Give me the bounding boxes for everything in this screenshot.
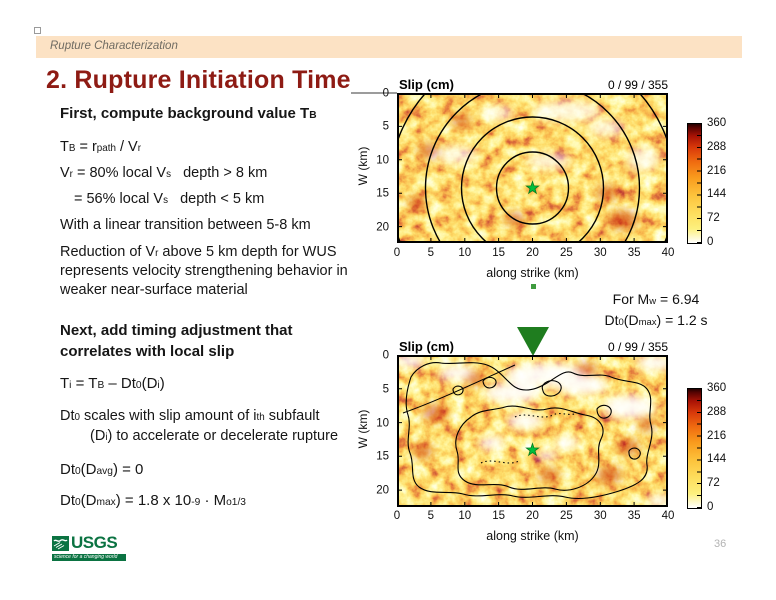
bottom-chart-minmax-label: 0 / 99 / 355: [607, 340, 668, 354]
top-chart-xtick-labels: 0 5 10 15 20 25 30 35 40: [393, 247, 675, 259]
axis-ticks: [397, 355, 668, 507]
equation-dt0-dmax: Dt0(Dmax) = 1.8 x 10-9 · Mo1/3: [60, 492, 246, 509]
timing-adjustment-block: Next, add timing adjustment that correla…: [60, 320, 390, 509]
plot-border: [397, 93, 668, 243]
magnitude-note: For Mw = 6.94 Dt0(Dmax) = 1.2 s: [604, 291, 708, 328]
page-number: 36: [714, 538, 727, 550]
page-title: 2. Rupture Initiation Time: [46, 66, 351, 94]
slide-accent-square: [34, 27, 41, 34]
top-slip-heatmap-canvas: [397, 93, 668, 243]
top-chart-minmax-label: 0 / 99 / 355: [607, 78, 668, 92]
equation-vr-shallow: = 56% local Vs depth < 5 km: [74, 191, 265, 207]
green-dot-marker: [531, 284, 536, 289]
top-colorbar-ticks: [697, 124, 701, 243]
bottom-chart-ytick-labels: 0 5 10 15 20: [376, 349, 389, 497]
dt0-scaling-paragraph: Dt0 scales with slip amount of ith subfa…: [60, 408, 339, 444]
top-chart-ytick-labels: 0 5 10 15 20: [376, 87, 389, 234]
top-slip-heatmap: [397, 93, 668, 243]
slip-correlated-contours: [402, 362, 653, 500]
green-down-triangle-icon: [517, 327, 549, 356]
axis-ticks: [397, 93, 668, 243]
section-header-label: Rupture Characterization: [50, 40, 178, 52]
linear-transition-line: With a linear transition between 5-8 km: [60, 217, 311, 233]
rupture-time-contours: [397, 93, 668, 243]
usgs-wave-icon: [52, 535, 69, 551]
connector-line: [351, 92, 397, 94]
top-chart-xlabel: along strike (km): [486, 266, 579, 280]
usgs-logo: USGS science for a changing world: [52, 533, 126, 561]
top-colorbar-labels: 360 288 216 144 72 0: [707, 117, 727, 248]
vr-reduction-paragraph: Reduction of Vr above 5 km depth for WUS…: [60, 244, 348, 298]
usgs-tagline: science for a changing world: [52, 554, 126, 561]
usgs-logo-text: USGS: [71, 533, 118, 552]
section-header-band: Rupture Characterization: [36, 36, 742, 58]
bottom-colorbar-ticks: [697, 389, 701, 508]
low-slip-patches: [397, 355, 668, 507]
plot-border: [397, 355, 668, 507]
bottom-colorbar-labels: 360 288 216 144 72 0: [707, 382, 727, 513]
top-colorbar: [687, 123, 702, 244]
equation-vr-deep: Vr = 80% local Vs depth > 8 km: [60, 165, 268, 181]
equation-tb: TB = rpath / Vr: [60, 139, 142, 155]
high-slip-patches: [414, 363, 655, 483]
equation-dt0-davg: Dt0(Davg) = 0: [60, 461, 144, 478]
bottom-slip-heatmap-canvas: [397, 355, 668, 507]
bottom-chart-xlabel: along strike (km): [486, 529, 579, 543]
hypocenter-star-icon: [525, 180, 540, 195]
top-chart-title: Slip (cm): [399, 77, 454, 92]
bottom-chart-title: Slip (cm): [399, 339, 454, 354]
equation-ti: Ti = TB – Dt0(Di): [60, 375, 165, 392]
bottom-chart-xtick-labels: 0 5 10 15 20 25 30 35 40: [393, 510, 675, 522]
bottom-colorbar: [687, 388, 702, 509]
hypocenter-star-icon: [525, 442, 540, 457]
bottom-slip-heatmap: [397, 355, 668, 507]
block2-heading-line2: correlates with local slip: [60, 343, 235, 360]
background-value-block: First, compute background value TB TB = …: [60, 104, 400, 300]
block1-heading: First, compute background value TB: [60, 105, 317, 122]
block2-heading-line1: Next, add timing adjustment that: [60, 322, 293, 339]
